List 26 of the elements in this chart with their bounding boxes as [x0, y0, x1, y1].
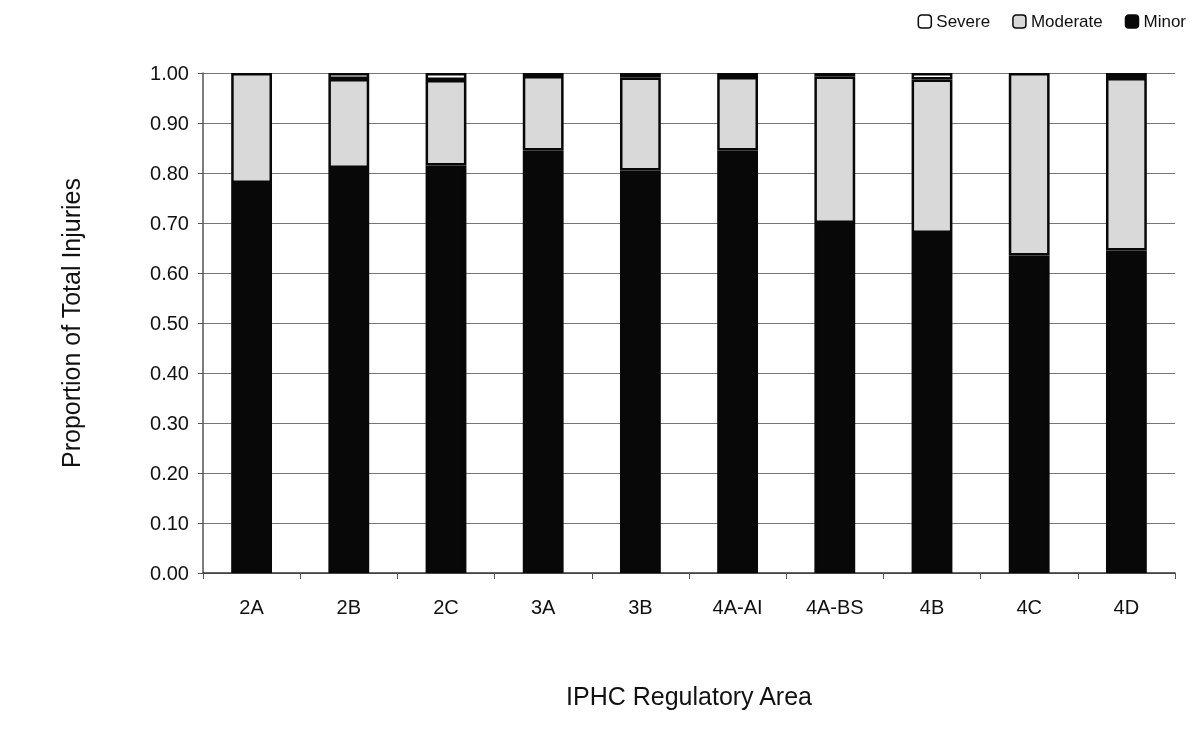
y-axis-title: Proportion of Total Injuries	[56, 178, 85, 468]
y-tick-label: 0.20	[150, 462, 189, 484]
x-tick-label: 4A-BS	[805, 596, 864, 618]
legend-label: Moderate	[1030, 12, 1103, 31]
y-tick-label: 0.50	[150, 312, 189, 334]
x-tick-label: 4C	[1016, 596, 1042, 618]
x-tick-label: 4B	[919, 596, 945, 618]
y-tick-label: 0.30	[150, 412, 189, 434]
y-tick-label: 0.10	[150, 512, 189, 534]
y-tick-label: 0.60	[150, 262, 189, 284]
x-tick-label: 4D	[1113, 596, 1140, 618]
y-tick-label: 1.00	[150, 62, 189, 84]
x-tick-label: 2B	[336, 596, 362, 618]
x-tick-label: 3B	[628, 596, 653, 618]
x-axis-title: IPHC Regulatory Area	[566, 681, 813, 710]
y-tick-label: 0.70	[150, 212, 189, 234]
y-tick-label: 0.40	[150, 362, 189, 384]
x-tick-label: 3A	[530, 596, 557, 618]
y-tick-label: 0.00	[150, 562, 189, 584]
x-tick-label: 2A	[239, 596, 265, 618]
y-tick-label: 0.80	[150, 162, 189, 184]
y-tick-label: 0.90	[150, 112, 189, 134]
legend-label: Severe	[936, 12, 991, 31]
legend-label: Minor	[1143, 12, 1187, 31]
x-tick-label: 2C	[433, 596, 459, 618]
x-tick-label: 4A-AI	[712, 596, 763, 618]
